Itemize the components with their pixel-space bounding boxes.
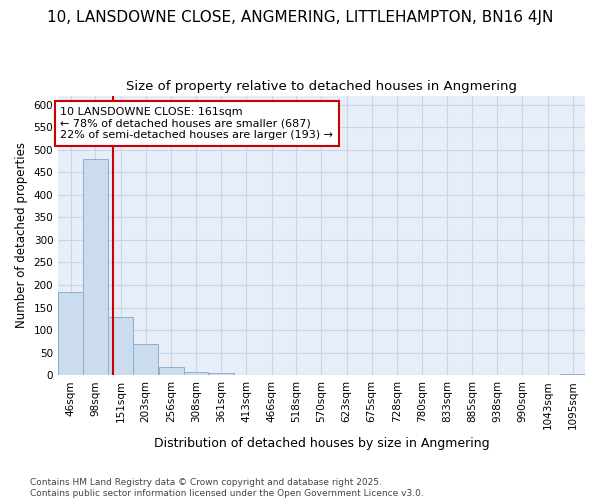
Bar — [184, 372, 208, 375]
X-axis label: Distribution of detached houses by size in Angmering: Distribution of detached houses by size … — [154, 437, 490, 450]
Bar — [109, 316, 133, 375]
Text: Contains HM Land Registry data © Crown copyright and database right 2025.
Contai: Contains HM Land Registry data © Crown c… — [30, 478, 424, 498]
Text: 10, LANSDOWNE CLOSE, ANGMERING, LITTLEHAMPTON, BN16 4JN: 10, LANSDOWNE CLOSE, ANGMERING, LITTLEHA… — [47, 10, 553, 25]
Bar — [58, 292, 83, 375]
Bar — [133, 344, 158, 375]
Bar — [158, 367, 184, 375]
Bar — [209, 374, 234, 375]
Y-axis label: Number of detached properties: Number of detached properties — [15, 142, 28, 328]
Text: 10 LANSDOWNE CLOSE: 161sqm
← 78% of detached houses are smaller (687)
22% of sem: 10 LANSDOWNE CLOSE: 161sqm ← 78% of deta… — [60, 107, 333, 140]
Bar — [560, 374, 585, 375]
Bar — [83, 158, 108, 375]
Title: Size of property relative to detached houses in Angmering: Size of property relative to detached ho… — [126, 80, 517, 93]
